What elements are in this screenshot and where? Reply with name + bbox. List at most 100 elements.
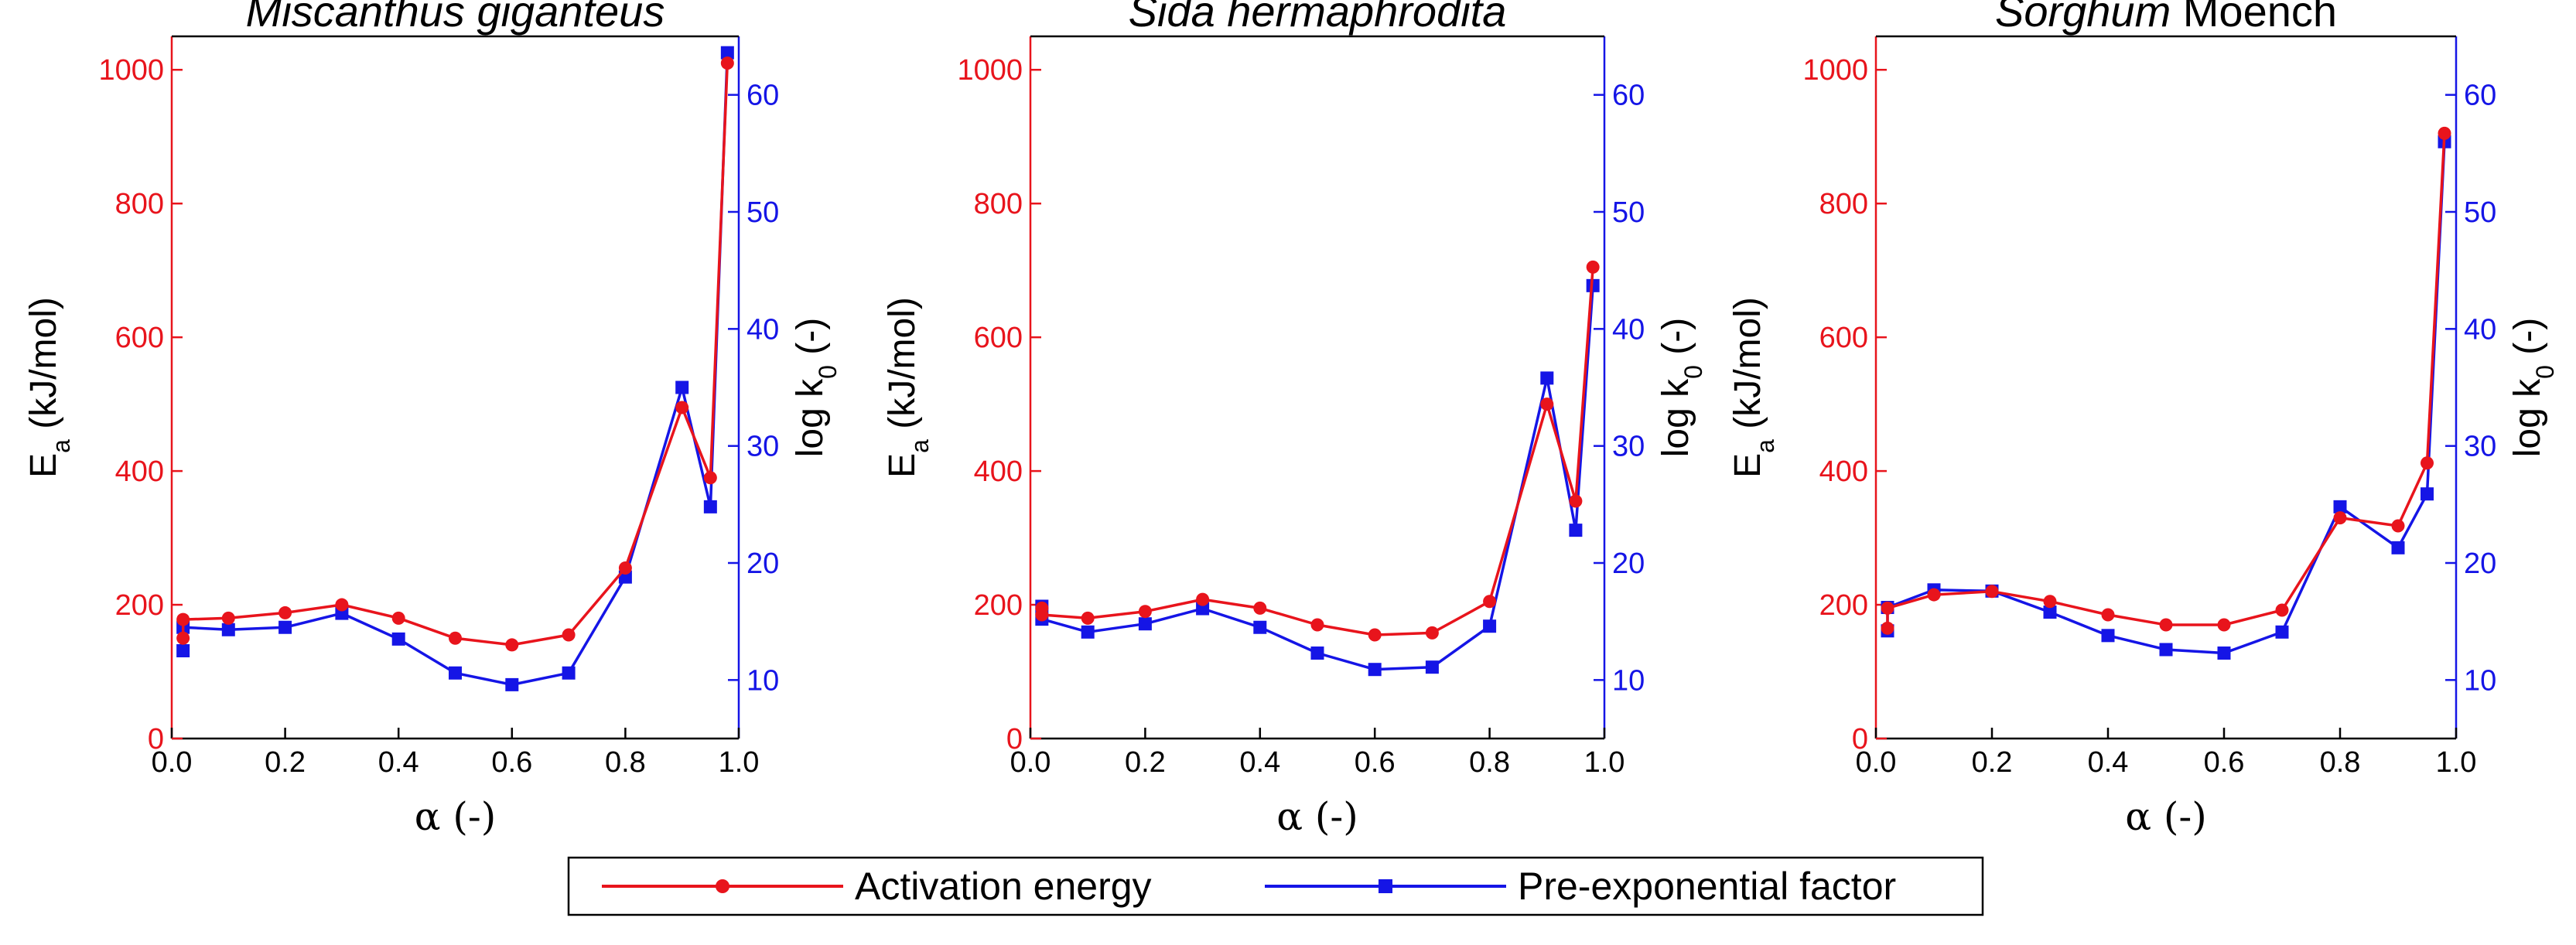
right-y-tick-label: 50 [746, 196, 779, 229]
left-y-tick-label: 200 [1819, 589, 1868, 622]
preexp-point [1310, 646, 1324, 660]
x-tick-label: 0.4 [378, 746, 419, 779]
activation-point [1253, 601, 1267, 615]
left-y-tick-label: 400 [974, 455, 1023, 488]
right-y-tick-label: 40 [746, 313, 779, 346]
left-y-tick-label: 600 [974, 322, 1023, 354]
activation-point [2217, 618, 2231, 632]
activation-point [2101, 608, 2115, 622]
left-y-tick-label: 800 [1819, 188, 1868, 220]
right-y-tick-label: 50 [2464, 196, 2496, 229]
legend-preexp-marker [1379, 879, 1392, 893]
preexp-point [2421, 487, 2434, 501]
preexp-point [1569, 524, 1583, 537]
x-tick-label: 0.6 [2204, 746, 2245, 779]
activation-point [2043, 595, 2057, 609]
right-y-axis-label: log k0 (-) [790, 318, 842, 457]
left-y-label-sub: a [1751, 439, 1779, 453]
activation-point [176, 631, 190, 645]
right-y-label-units: (-) [1655, 318, 1696, 365]
activation-point [1310, 618, 1324, 632]
activation-point [618, 561, 632, 575]
legend-preexp-label: Pre-exponential factor [1518, 865, 1896, 908]
left-y-tick-label: 1000 [98, 54, 164, 87]
activation-point [505, 638, 519, 652]
right-y-axis-label: log k0 (-) [2507, 318, 2559, 457]
activation-point [2333, 511, 2347, 525]
left-y-tick-label: 800 [115, 188, 164, 220]
preexp-point [720, 46, 734, 60]
activation-point [1540, 397, 1554, 411]
preexp-point [505, 677, 519, 691]
x-tick-label: 0.0 [1856, 746, 1897, 779]
right-y-tick-label: 30 [2464, 431, 2496, 463]
activation-point [1138, 605, 1152, 619]
x-axis-label: α (-) [1276, 794, 1358, 839]
chart-panel-3: 0.0 0.2 0.4 0.6 0.8 1.00200400600800100010203… [1727, 0, 2559, 839]
left-y-tick-label: 0 [1006, 723, 1023, 756]
preexp-point [1425, 660, 1439, 674]
chart-title: Sorghum Moench [1995, 0, 2337, 36]
x-tick-label: 0.2 [1125, 746, 1166, 779]
preexp-point [703, 500, 717, 513]
chart-title: Sida hermaphrodita [1129, 0, 1507, 36]
preexp-point [1081, 625, 1095, 639]
x-tick-label: 0.0 [1010, 746, 1051, 779]
right-y-tick-label: 10 [2464, 664, 2496, 697]
left-y-tick-label: 200 [115, 589, 164, 622]
left-y-tick-label: 400 [115, 455, 164, 488]
x-tick-label: 0.2 [1972, 746, 2013, 779]
x-tick-label: 1.0 [719, 746, 760, 779]
activation-point [1586, 260, 1600, 274]
x-tick-label: 0.4 [1239, 746, 1280, 779]
right-y-tick-label: 10 [1612, 664, 1645, 697]
chart-title-italic: Miscanthus giganteus [246, 0, 665, 36]
right-y-label-main: log k [790, 378, 831, 457]
chart-title: Miscanthus giganteus [246, 0, 665, 36]
right-y-label-sub: 0 [2531, 365, 2559, 379]
right-y-label-main: log k [1655, 378, 1696, 457]
preexp-point [2043, 606, 2057, 619]
right-y-label-units: (-) [790, 318, 831, 365]
chart-panel-1: 0.0 0.2 0.4 0.6 0.8 1.00200400600800100010203… [23, 0, 842, 839]
x-axis-label: α (-) [415, 794, 497, 839]
preexp-point [2217, 646, 2231, 660]
left-y-label-main: E [1727, 453, 1768, 478]
left-y-label-units: (kJ/mol) [23, 297, 64, 439]
preexp-point [176, 644, 190, 657]
left-y-axis-label: Ea (kJ/mol) [1727, 297, 1779, 478]
legend-activation-marker [716, 879, 729, 893]
activation-point [1881, 621, 1894, 635]
activation-point [391, 611, 405, 625]
activation-point [1927, 588, 1941, 602]
chart-panel-2: 0.0 0.2 0.4 0.6 0.8 1.00200400600800100010203… [882, 0, 1707, 839]
left-y-tick-label: 0 [1852, 723, 1868, 756]
right-y-tick-label: 20 [2464, 548, 2496, 580]
left-y-label-sub: a [47, 439, 75, 453]
preexp-point [278, 620, 292, 634]
activation-point [1483, 595, 1497, 609]
activation-point [221, 611, 235, 625]
activation-point [449, 631, 462, 645]
activation-point [1569, 494, 1583, 508]
right-y-tick-label: 10 [746, 664, 779, 697]
left-y-tick-label: 1000 [957, 54, 1023, 87]
right-y-label-units: (-) [2507, 318, 2548, 365]
activation-point [675, 401, 689, 415]
right-y-label-main: log k [2507, 378, 2548, 457]
activation-point [1985, 585, 1999, 599]
x-tick-label: 0.6 [491, 746, 532, 779]
activation-point [2159, 618, 2173, 632]
right-y-tick-label: 60 [746, 80, 779, 112]
left-y-tick-label: 400 [1819, 455, 1868, 488]
right-y-label-sub: 0 [814, 365, 842, 379]
left-y-axis-label: Ea (kJ/mol) [882, 297, 934, 478]
preexp-point [1196, 602, 1210, 616]
preexp-point [391, 632, 405, 646]
activation-point [1368, 628, 1382, 642]
x-tick-label: 1.0 [1584, 746, 1625, 779]
right-y-tick-label: 60 [1612, 80, 1645, 112]
right-y-tick-label: 50 [1612, 196, 1645, 229]
x-tick-label: 0.0 [152, 746, 193, 779]
